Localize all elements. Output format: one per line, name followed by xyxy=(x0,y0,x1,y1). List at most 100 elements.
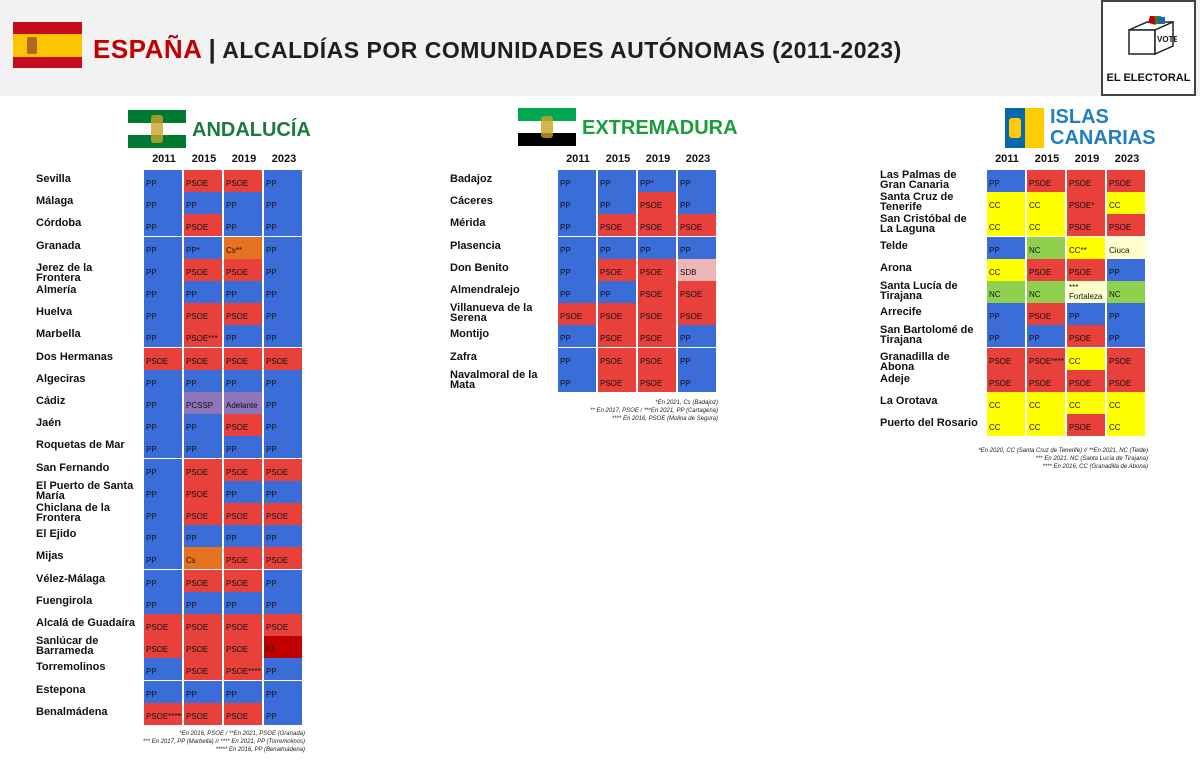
party-cell: PP xyxy=(184,525,223,549)
party-cell: CC xyxy=(1027,214,1066,238)
party-cell: PSOE xyxy=(224,636,263,660)
party-cell: PSOE* xyxy=(1067,192,1106,216)
party-cell: PSOE xyxy=(184,303,223,327)
party-cell: PSOE xyxy=(224,414,263,438)
party-cell: PSOE*** xyxy=(184,325,223,349)
party-cell: PSOE xyxy=(987,347,1026,371)
year-header: 2011 xyxy=(566,153,590,165)
party-cell: PSOE xyxy=(144,636,183,660)
party-cell: PP xyxy=(264,214,303,238)
row-label: Roquetas de Mar xyxy=(36,439,125,452)
row-label: Córdoba xyxy=(36,217,82,230)
party-cell: Cs** xyxy=(224,236,263,260)
footnote: *** En 2021, NC (Santa Lucía de Tirajana… xyxy=(1035,456,1148,462)
row-label: Sevilla xyxy=(36,173,71,185)
party-cell: CC xyxy=(1067,347,1106,371)
party-cell: PP xyxy=(144,414,183,438)
party-cell: PP xyxy=(184,680,223,704)
party-cell: PP xyxy=(558,236,597,260)
party-cell: PP xyxy=(224,480,263,504)
row-label: San Bartolomé de Tirajana xyxy=(880,324,974,347)
row-label: Vélez-Málaga xyxy=(36,572,106,585)
party-cell: PP xyxy=(678,369,717,393)
year-header: 2015 xyxy=(1034,153,1060,165)
party-cell: PP xyxy=(144,258,183,282)
row-label: Santa Lucía de Tirajana xyxy=(880,280,958,302)
party-cell: PP xyxy=(264,303,303,327)
party-cell: PP xyxy=(144,569,183,593)
party-cell: CC xyxy=(987,392,1026,415)
party-cell: PP xyxy=(144,458,183,482)
party-cell: PP xyxy=(144,480,183,504)
row-label: Granadilla de Abona xyxy=(880,350,950,373)
party-cell: CC xyxy=(1067,392,1106,415)
spain-flag-icon xyxy=(13,22,82,68)
party-cell: PSOE xyxy=(184,636,223,660)
party-cell: PSOE xyxy=(1107,347,1146,371)
party-cell: PP xyxy=(1027,325,1066,349)
party-cell: PP xyxy=(144,192,183,216)
party-cell: *** Fortaleza xyxy=(1067,281,1106,304)
party-cell: PSOE xyxy=(264,347,303,371)
party-cell: PSOE xyxy=(1067,258,1106,282)
party-cell: CC xyxy=(1027,192,1066,216)
party-cell: PP xyxy=(1107,258,1146,282)
row-label: San Cristóbal de La Laguna xyxy=(880,213,967,236)
year-header: 2023 xyxy=(685,153,711,165)
party-cell: PP xyxy=(638,236,677,260)
row-label: Mérida xyxy=(450,217,486,230)
party-cell: PP xyxy=(184,369,223,393)
footnote: *En 2020, CC (Santa Cruz de Tenerife) //… xyxy=(978,448,1148,454)
row-label: La Orotava xyxy=(880,395,938,407)
vote-label: VOTE xyxy=(1157,35,1177,44)
party-cell: Ciuca xyxy=(1107,236,1146,260)
row-label: Torremolinos xyxy=(36,661,106,674)
row-label: Huelva xyxy=(36,306,73,319)
row-label: Granada xyxy=(36,239,81,252)
party-cell: PSOE xyxy=(144,614,183,637)
party-cell: PP xyxy=(224,281,263,304)
row-label: San Fernando xyxy=(36,461,110,474)
party-cell: PSOE xyxy=(224,458,263,482)
party-cell: PP xyxy=(678,170,717,193)
row-label: Alcalá de Guadaíra xyxy=(36,617,136,629)
party-cell: PP xyxy=(264,192,303,216)
party-cell: PP xyxy=(558,214,597,238)
party-cell: PP xyxy=(224,436,263,460)
party-cell: PSOE xyxy=(1027,258,1066,282)
row-label: Santa Cruz de Tenerife xyxy=(880,191,954,214)
party-cell: PSOE xyxy=(638,192,677,216)
party-cell: CC** xyxy=(1067,236,1106,260)
year-header: 2023 xyxy=(271,153,297,165)
party-cell: PP xyxy=(144,392,183,415)
party-cell: PP xyxy=(264,325,303,349)
party-cell: PP xyxy=(558,258,597,282)
party-cell: PSOE xyxy=(224,547,263,571)
party-cell: PSOE xyxy=(638,369,677,393)
islas-canarias-footnotes: *En 2020, CC (Santa Cruz de Tenerife) //… xyxy=(908,447,1148,471)
row-label: Puerto del Rosario xyxy=(880,417,978,430)
party-cell: PSOE xyxy=(598,347,637,371)
row-label: Sanlúcar de Barrameda xyxy=(36,635,99,658)
party-cell: NC xyxy=(1027,236,1066,260)
party-cell: PP xyxy=(264,436,303,460)
party-cell: PSOE xyxy=(638,347,677,371)
party-cell: PSOE xyxy=(1067,170,1106,193)
party-cell: PP xyxy=(264,392,303,415)
footnote: ***** En 2016, PP (Benalmádena) xyxy=(215,747,305,753)
row-label: Fuengirola xyxy=(36,594,93,607)
party-cell: PSOE xyxy=(598,303,637,327)
party-cell: PP xyxy=(144,236,183,260)
party-cell: PSOE xyxy=(224,614,263,637)
party-cell: PP xyxy=(224,214,263,238)
party-cell: CC xyxy=(987,414,1026,438)
party-cell: PSOE***** xyxy=(144,702,183,726)
party-cell: CC xyxy=(1107,392,1146,415)
party-cell: CC xyxy=(1107,192,1146,216)
party-cell: PP xyxy=(144,525,183,549)
party-cell: PP xyxy=(184,414,223,438)
party-cell: PP xyxy=(987,303,1026,327)
party-cell: PSOE xyxy=(264,547,303,571)
logo-brand: EL ELECTORAL xyxy=(1106,72,1191,84)
footnote: *En 2016, PSOE / **En 2021, PSOE (Granad… xyxy=(179,731,305,737)
